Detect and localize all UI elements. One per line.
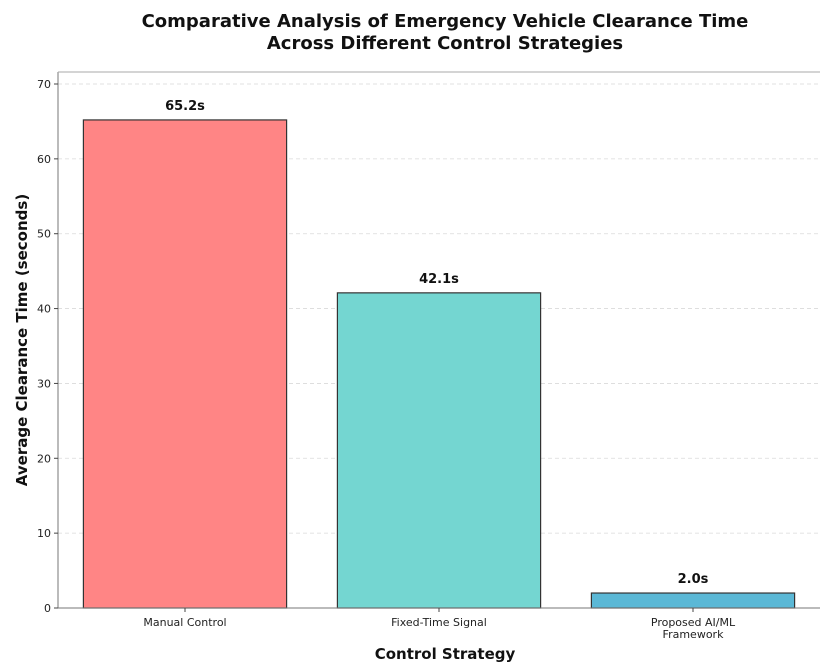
x-tick-label: Framework — [663, 628, 725, 641]
x-axis-ticks: Manual Control Fixed-Time Signal Proposed … — [143, 608, 736, 641]
x-tick-label: Manual Control — [143, 616, 226, 629]
y-axis-ticks: 0 10 20 30 40 50 60 70 — [37, 78, 58, 615]
chart-title-line-2: Across Different Control Strategies — [267, 33, 623, 54]
bar — [336, 292, 542, 609]
bar — [82, 119, 288, 609]
chart-title: Comparative Analysis of Emergency Vehicl… — [142, 11, 749, 54]
x-axis-label: Control Strategy — [375, 645, 516, 663]
x-tick-label: Proposed AI/ML — [651, 616, 736, 629]
bar — [590, 592, 796, 609]
y-tick-label: 40 — [37, 303, 51, 316]
bar-value-label: 65.2s — [165, 99, 205, 114]
y-tick-label: 50 — [37, 228, 51, 241]
x-tick-label: Fixed-Time Signal — [391, 616, 487, 629]
bar-value-label: 42.1s — [419, 272, 459, 287]
chart-title-line-1: Comparative Analysis of Emergency Vehicl… — [142, 11, 749, 32]
y-tick-label: 20 — [37, 452, 51, 465]
bars — [82, 119, 796, 609]
bar-value-label: 2.0s — [678, 572, 709, 587]
y-axis-label: Average Clearance Time (seconds) — [13, 194, 31, 486]
y-tick-label: 10 — [37, 527, 51, 540]
y-tick-label: 70 — [37, 78, 51, 91]
bar-value-labels: 65.2s 42.1s 2.0s — [165, 99, 709, 587]
y-tick-label: 0 — [44, 602, 51, 615]
y-tick-label: 30 — [37, 377, 51, 390]
y-tick-label: 60 — [37, 153, 51, 166]
